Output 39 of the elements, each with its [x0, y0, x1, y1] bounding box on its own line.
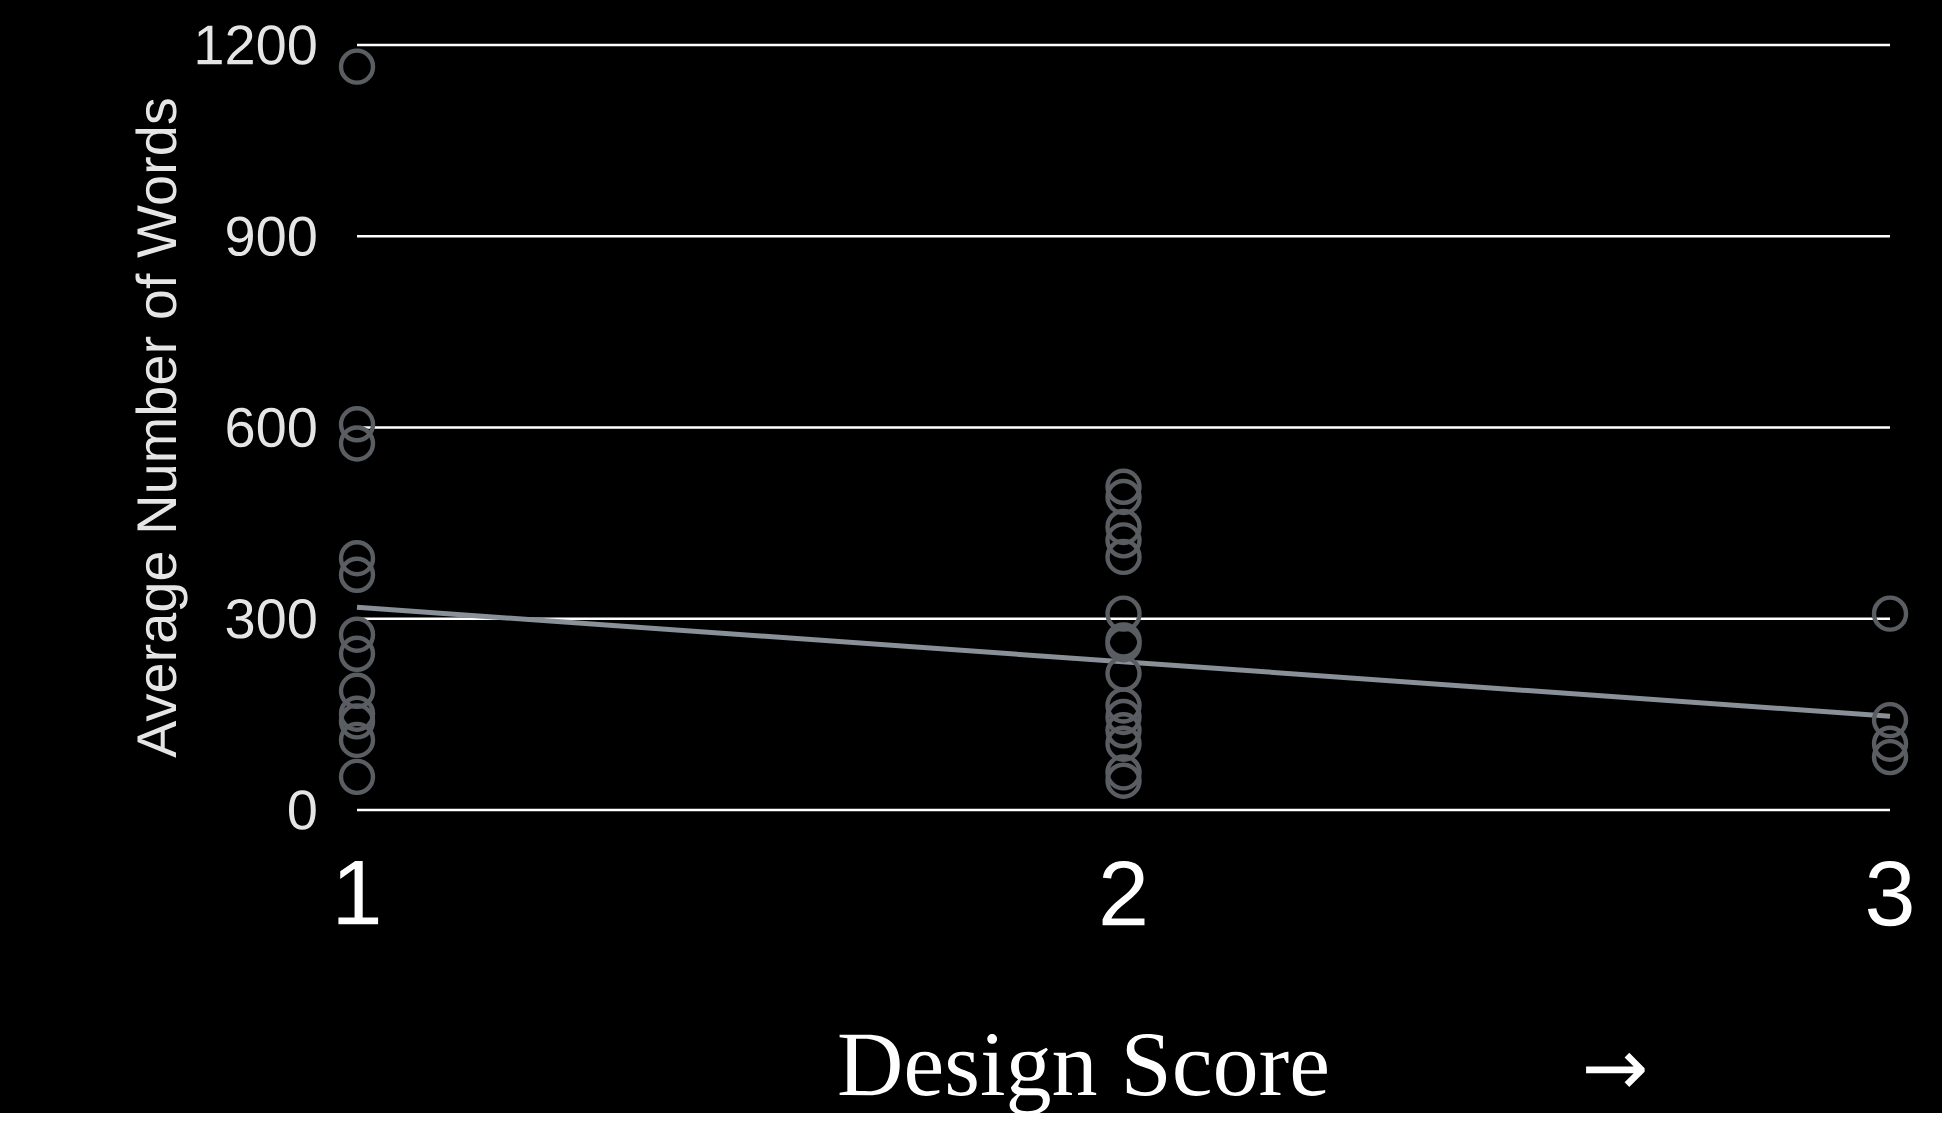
point — [1105, 687, 1142, 724]
x-tick-label: 3 — [1867, 861, 1912, 927]
point — [1105, 754, 1142, 791]
y-tick-label: 600 — [227, 407, 316, 448]
point — [1871, 595, 1909, 633]
x-tick-label: 2 — [1102, 861, 1145, 926]
point — [1105, 698, 1142, 736]
point — [338, 703, 376, 740]
point — [338, 556, 376, 594]
point — [1105, 522, 1142, 559]
y-tick-label: 0 — [288, 790, 316, 831]
point — [338, 758, 376, 796]
point — [1105, 538, 1142, 576]
point — [338, 540, 376, 577]
point — [1871, 725, 1909, 763]
point — [1105, 595, 1142, 633]
x-axis-title: Design Score — [839, 1034, 1327, 1116]
point — [1871, 739, 1909, 776]
point — [338, 48, 376, 86]
y-tick-label: 1200 — [197, 25, 316, 66]
point — [338, 672, 376, 710]
point — [338, 406, 376, 443]
point — [338, 425, 376, 462]
point — [338, 721, 376, 759]
point — [1105, 725, 1142, 763]
text: → — [1586, 1053, 1645, 1088]
y-tick-label: 300 — [226, 599, 316, 639]
point — [1105, 508, 1142, 546]
point — [1105, 712, 1142, 749]
point — [338, 635, 376, 673]
y-tick-label: 900 — [227, 216, 316, 257]
point — [1105, 479, 1142, 516]
point — [338, 695, 376, 733]
point — [1105, 468, 1142, 506]
point — [338, 616, 376, 654]
point — [1871, 702, 1909, 739]
x-tick-label: 1 — [338, 861, 379, 925]
point — [1105, 762, 1142, 800]
y-axis-title: Average Number of Words — [135, 99, 188, 759]
